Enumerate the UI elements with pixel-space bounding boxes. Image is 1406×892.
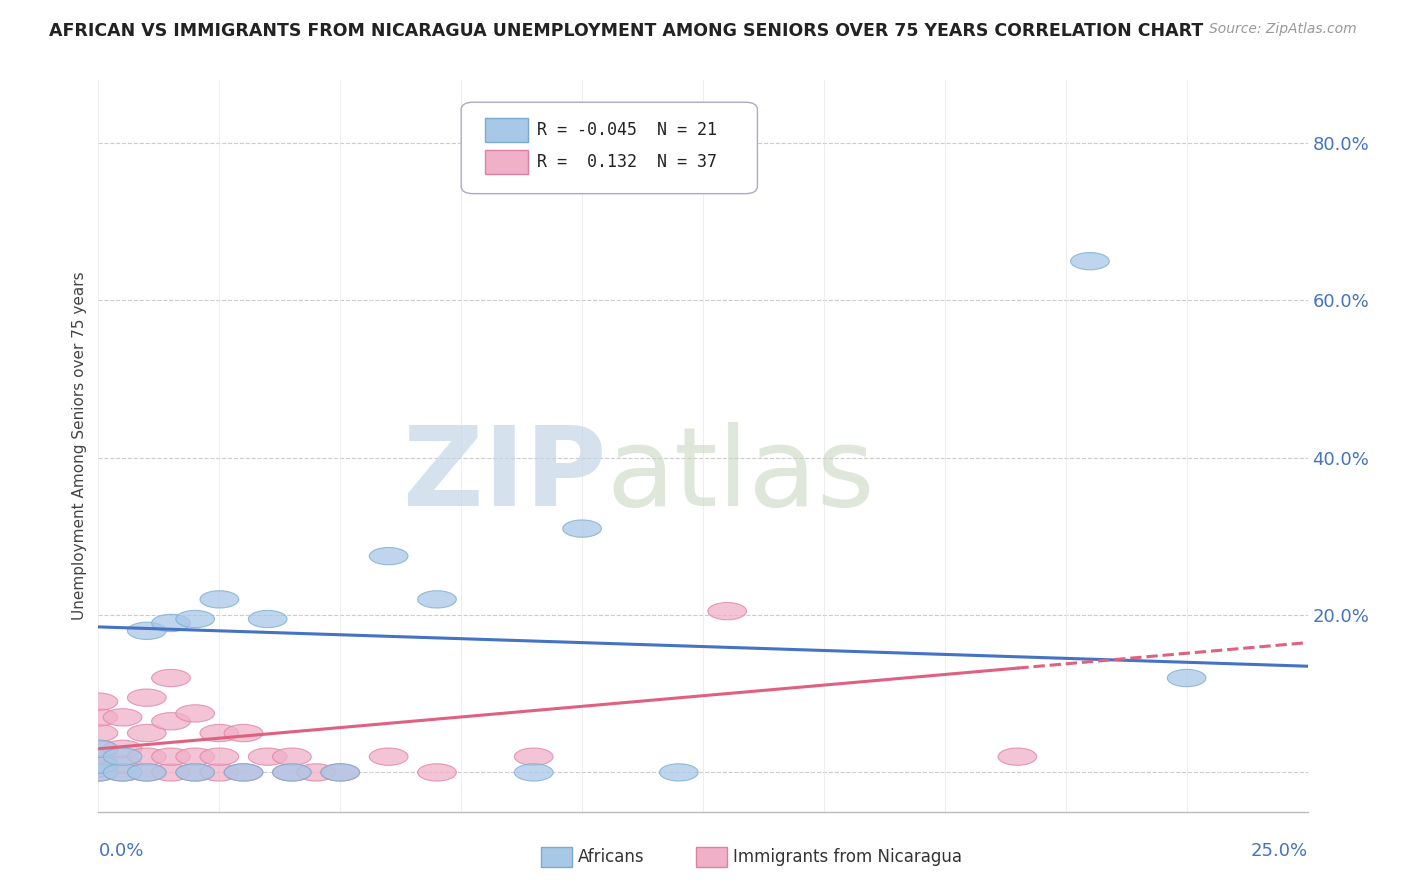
Ellipse shape	[103, 740, 142, 757]
Ellipse shape	[176, 705, 215, 722]
Text: ZIP: ZIP	[404, 422, 606, 529]
Text: R = -0.045  N = 21: R = -0.045 N = 21	[537, 121, 717, 139]
Ellipse shape	[224, 764, 263, 781]
Ellipse shape	[200, 764, 239, 781]
Bar	[485, 150, 527, 174]
Ellipse shape	[418, 764, 457, 781]
Ellipse shape	[128, 748, 166, 765]
Text: Source: ZipAtlas.com: Source: ZipAtlas.com	[1209, 22, 1357, 37]
Ellipse shape	[79, 760, 118, 777]
Ellipse shape	[152, 615, 190, 632]
Ellipse shape	[273, 764, 311, 781]
Ellipse shape	[128, 764, 166, 781]
Ellipse shape	[103, 756, 142, 773]
Ellipse shape	[176, 764, 215, 781]
Ellipse shape	[321, 764, 360, 781]
Ellipse shape	[176, 748, 215, 765]
Ellipse shape	[659, 764, 699, 781]
Ellipse shape	[152, 764, 190, 781]
Text: Immigrants from Nicaragua: Immigrants from Nicaragua	[733, 848, 962, 866]
Ellipse shape	[79, 756, 118, 773]
Ellipse shape	[418, 591, 457, 608]
Text: 0.0%: 0.0%	[98, 842, 143, 860]
Ellipse shape	[515, 764, 553, 781]
Ellipse shape	[79, 748, 118, 765]
Ellipse shape	[224, 724, 263, 742]
Ellipse shape	[370, 748, 408, 765]
Ellipse shape	[79, 756, 118, 773]
Ellipse shape	[200, 748, 239, 765]
Ellipse shape	[103, 764, 142, 781]
Ellipse shape	[128, 689, 166, 706]
Ellipse shape	[200, 591, 239, 608]
Ellipse shape	[79, 724, 118, 742]
Text: AFRICAN VS IMMIGRANTS FROM NICARAGUA UNEMPLOYMENT AMONG SENIORS OVER 75 YEARS CO: AFRICAN VS IMMIGRANTS FROM NICARAGUA UNE…	[49, 22, 1204, 40]
Ellipse shape	[249, 610, 287, 628]
Text: R =  0.132  N = 37: R = 0.132 N = 37	[537, 153, 717, 171]
Ellipse shape	[79, 740, 118, 757]
Y-axis label: Unemployment Among Seniors over 75 years: Unemployment Among Seniors over 75 years	[72, 272, 87, 620]
Ellipse shape	[128, 764, 166, 781]
Ellipse shape	[79, 708, 118, 726]
Ellipse shape	[79, 693, 118, 710]
Ellipse shape	[103, 764, 142, 781]
Ellipse shape	[998, 748, 1036, 765]
Ellipse shape	[562, 520, 602, 537]
Ellipse shape	[200, 724, 239, 742]
Ellipse shape	[152, 748, 190, 765]
Ellipse shape	[321, 764, 360, 781]
Ellipse shape	[224, 764, 263, 781]
Ellipse shape	[176, 764, 215, 781]
Ellipse shape	[515, 748, 553, 765]
Ellipse shape	[273, 748, 311, 765]
Ellipse shape	[79, 764, 118, 781]
Ellipse shape	[128, 623, 166, 640]
Ellipse shape	[79, 740, 118, 757]
Text: Africans: Africans	[578, 848, 644, 866]
Ellipse shape	[249, 748, 287, 765]
Ellipse shape	[128, 724, 166, 742]
Text: 25.0%: 25.0%	[1250, 842, 1308, 860]
Ellipse shape	[152, 669, 190, 687]
Ellipse shape	[297, 764, 336, 781]
Ellipse shape	[79, 764, 118, 781]
FancyBboxPatch shape	[461, 103, 758, 194]
Ellipse shape	[1070, 252, 1109, 269]
Ellipse shape	[103, 708, 142, 726]
Bar	[485, 119, 527, 143]
Ellipse shape	[176, 610, 215, 628]
Ellipse shape	[273, 764, 311, 781]
Ellipse shape	[707, 602, 747, 620]
Ellipse shape	[370, 548, 408, 565]
Text: atlas: atlas	[606, 422, 875, 529]
Ellipse shape	[152, 713, 190, 730]
Ellipse shape	[1167, 669, 1206, 687]
Ellipse shape	[103, 748, 142, 765]
